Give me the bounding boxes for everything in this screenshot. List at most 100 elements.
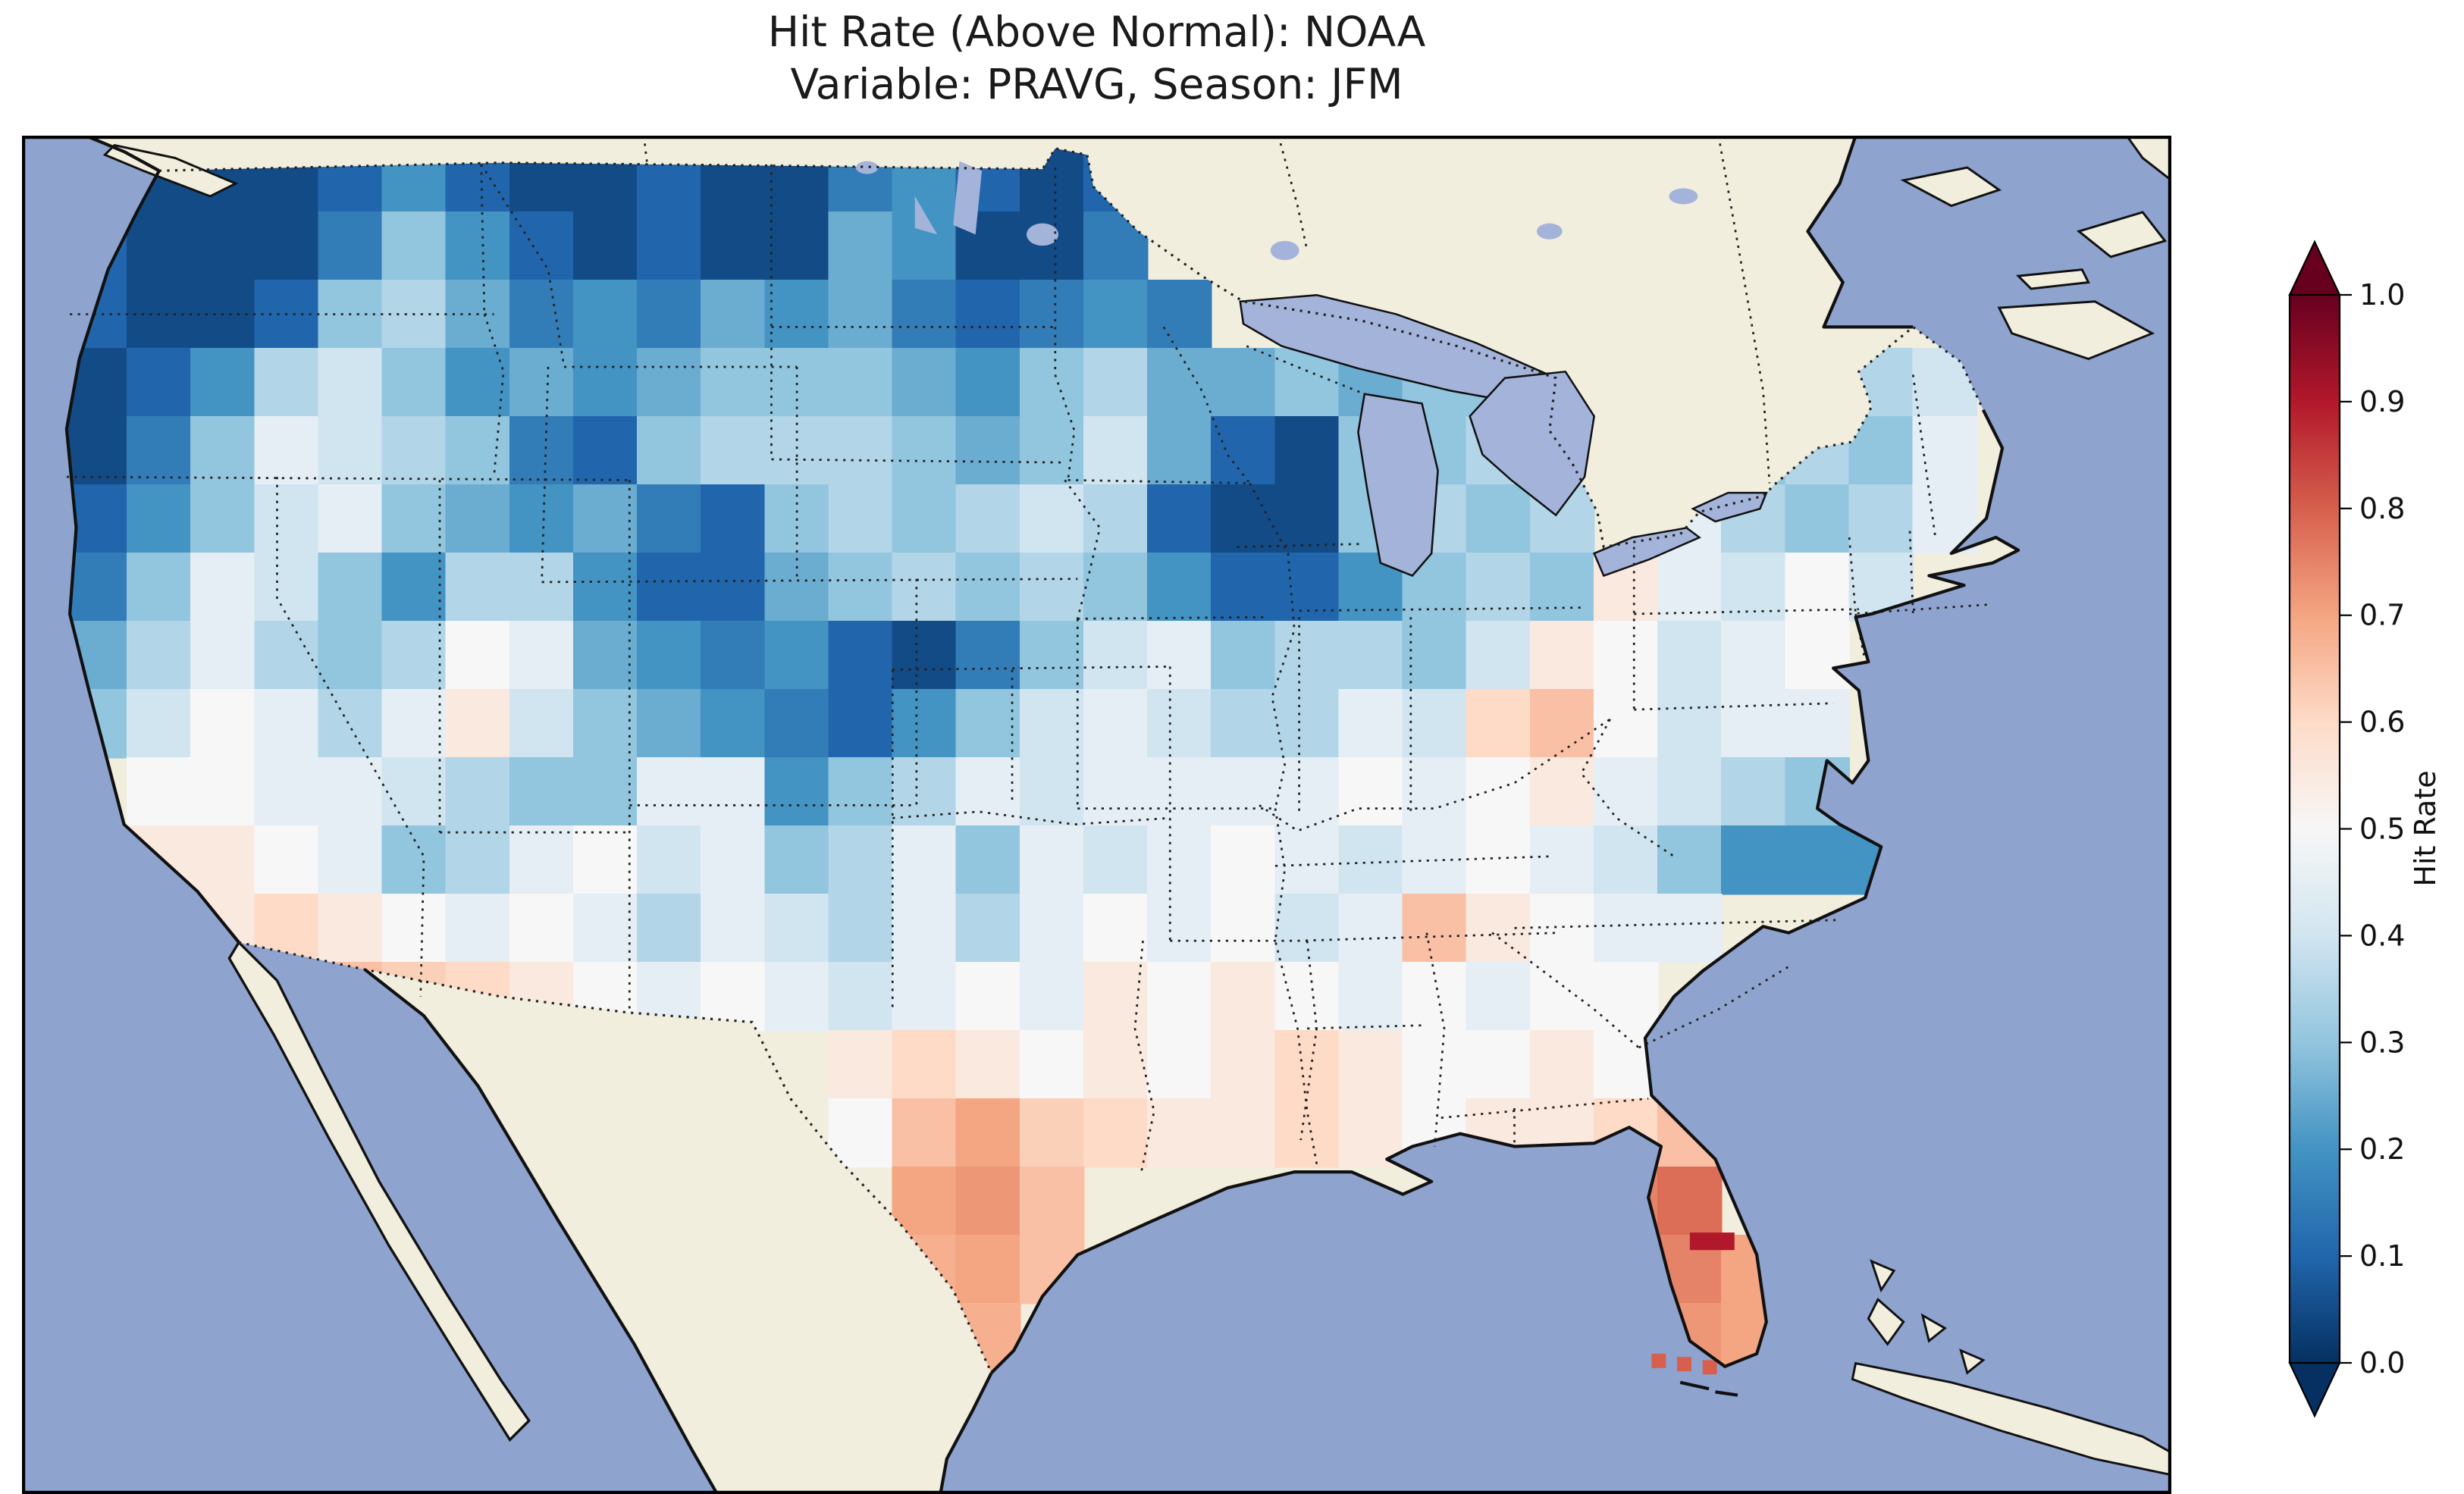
heatmap-cell bbox=[318, 415, 384, 486]
heatmap-cell bbox=[254, 211, 319, 281]
heatmap-cell bbox=[637, 688, 702, 759]
heatmap-cell bbox=[701, 279, 766, 349]
heatmap-cell bbox=[892, 688, 958, 759]
heatmap-cell bbox=[828, 756, 894, 827]
canada-lakes bbox=[855, 161, 1698, 261]
cuba bbox=[1851, 1361, 2171, 1477]
colorbar-tick-label: 0.7 bbox=[2359, 599, 2405, 632]
heatmap-cell bbox=[828, 484, 894, 554]
heatmap-cell bbox=[254, 825, 319, 895]
heatmap-cell bbox=[1147, 552, 1212, 622]
colorbar-axis-label: Hit Rate bbox=[2409, 770, 2442, 886]
heatmap-cell bbox=[955, 347, 1021, 418]
heatmap-cell bbox=[1019, 1167, 1085, 1236]
heatmap-cell bbox=[509, 415, 575, 486]
colorbar-tick-label: 0.5 bbox=[2359, 813, 2405, 846]
heatmap-cell bbox=[637, 620, 702, 691]
heatmap-cell bbox=[828, 962, 894, 1032]
heatmap-cell bbox=[955, 1030, 1021, 1100]
heatmap-cell bbox=[701, 415, 766, 486]
heatmap-cell bbox=[828, 279, 894, 349]
heatmap-cell bbox=[1083, 279, 1149, 349]
heatmap-cell bbox=[955, 1167, 1021, 1236]
heatmap-cell bbox=[445, 347, 511, 418]
heatmap-cell bbox=[701, 825, 766, 895]
heatmap-cell bbox=[828, 1098, 894, 1168]
heatmap-cell bbox=[637, 347, 702, 418]
heatmap-cell bbox=[445, 894, 511, 963]
heatmap-cell bbox=[892, 415, 958, 486]
heatmap-cell bbox=[1083, 415, 1149, 486]
heatmap-cell bbox=[1529, 552, 1595, 622]
heatmap-cell bbox=[892, 1167, 958, 1236]
heatmap-cell bbox=[509, 484, 575, 554]
heatmap-cell bbox=[892, 484, 958, 554]
prince-edward-island bbox=[2015, 268, 2090, 290]
heatmap-cell bbox=[1083, 1030, 1149, 1100]
heatmap-cell bbox=[1529, 620, 1595, 691]
heatmap-cell bbox=[445, 825, 511, 895]
heatmap-cell bbox=[509, 279, 575, 349]
coastlines bbox=[64, 136, 2020, 1494]
heatmap-cell bbox=[828, 894, 894, 963]
heatmap-cell bbox=[509, 211, 575, 281]
heatmap-cell bbox=[1147, 688, 1212, 759]
heatmap-cell bbox=[1147, 756, 1212, 827]
heatmap-cell bbox=[1211, 347, 1276, 418]
heatmap-cell bbox=[509, 552, 575, 622]
heatmap-cell bbox=[1785, 688, 1850, 759]
colorbar-extend-min-arrow bbox=[2288, 1361, 2341, 1418]
heatmap-cell bbox=[955, 962, 1021, 1032]
heatmap-cell bbox=[701, 620, 766, 691]
heatmap-cell bbox=[381, 825, 447, 895]
keys-data-cell bbox=[1702, 1360, 1717, 1375]
heatmap-cell bbox=[381, 894, 447, 963]
heatmap-cell bbox=[381, 415, 447, 486]
heatmap-cell bbox=[572, 688, 638, 759]
heatmap-cell bbox=[1338, 688, 1404, 759]
heatmap-cell bbox=[381, 688, 447, 759]
heatmap-cell bbox=[572, 484, 638, 554]
heatmap-cell bbox=[828, 688, 894, 759]
heatmap-cell bbox=[955, 894, 1021, 963]
heatmap-cell bbox=[1083, 347, 1149, 418]
heatmap-cell bbox=[1147, 620, 1212, 691]
colorbar-tick-label: 0.3 bbox=[2359, 1026, 2405, 1059]
heatmap-cell bbox=[1721, 620, 1786, 691]
keys-data-cell bbox=[1651, 1353, 1666, 1368]
heatmap-cell bbox=[1657, 688, 1723, 759]
nova-scotia bbox=[1997, 300, 2155, 361]
heatmap-cell bbox=[127, 688, 192, 759]
colorbar-tick-label: 0.4 bbox=[2359, 919, 2405, 952]
heatmap-cell bbox=[127, 415, 192, 486]
heatmap-cell bbox=[1147, 415, 1212, 486]
colorbar-extend-max-arrow bbox=[2288, 240, 2341, 296]
heatmap-cell bbox=[381, 211, 447, 281]
map-plot-area bbox=[22, 136, 2171, 1494]
heatmap-cell bbox=[892, 825, 958, 895]
heatmap-cell bbox=[1211, 688, 1276, 759]
heatmap-cell bbox=[1211, 756, 1276, 827]
heatmap-cell bbox=[572, 825, 638, 895]
heatmap-cell bbox=[1019, 1098, 1085, 1168]
heatmap-cell bbox=[1147, 347, 1212, 418]
heatmap-cell bbox=[254, 347, 319, 418]
heatmap-cell bbox=[828, 347, 894, 418]
heatmap-cell bbox=[637, 211, 702, 281]
heatmap-cell bbox=[381, 620, 447, 691]
heatmap-cell bbox=[1147, 279, 1212, 349]
heatmap-cell bbox=[1657, 894, 1723, 963]
heatmap-cell bbox=[1019, 279, 1085, 349]
heatmap-cell bbox=[509, 894, 575, 963]
colorbar-tick-label: 0.9 bbox=[2359, 385, 2405, 418]
heatmap-cell bbox=[892, 1030, 958, 1100]
heatmap-cell bbox=[1083, 1098, 1149, 1168]
islands bbox=[102, 136, 2171, 1477]
heatmap-cell bbox=[1211, 894, 1276, 963]
heatmap-cell bbox=[1402, 1030, 1468, 1100]
heatmap-cell bbox=[1593, 825, 1659, 895]
heatmap-cell bbox=[1083, 756, 1149, 827]
heatmap-cell bbox=[1211, 552, 1276, 622]
heatmap-cell bbox=[764, 620, 829, 691]
heatmap-cell bbox=[701, 552, 766, 622]
